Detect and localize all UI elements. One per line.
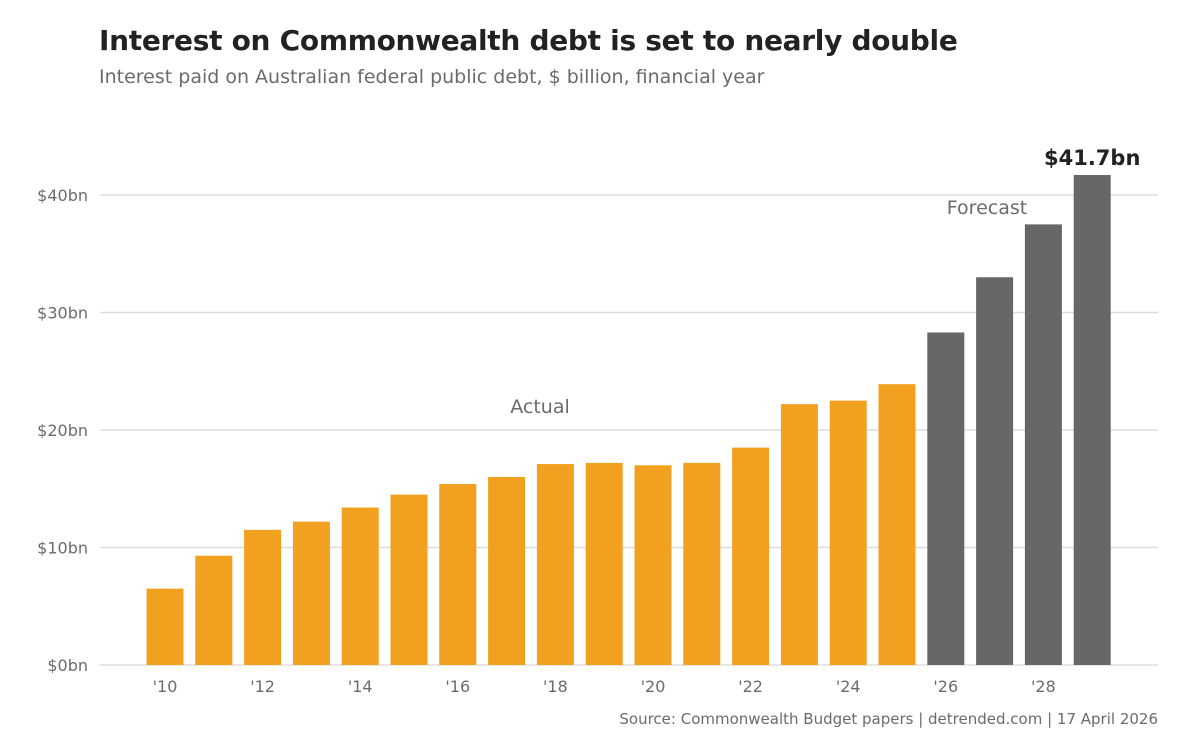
annotation-forecast: Forecast [947, 197, 1027, 219]
bar-fy21 [683, 462, 721, 665]
chart-subtitle: Interest paid on Australian federal publ… [99, 66, 765, 88]
bar-fy25 [878, 384, 916, 665]
chart-title: Interest on Commonwealth debt is set to … [99, 24, 958, 57]
y-tick-label: $30bn [37, 304, 88, 323]
bar-fy28 [1024, 224, 1062, 665]
y-tick-label: $20bn [37, 421, 88, 440]
y-tick-label: $0bn [47, 656, 88, 675]
x-tick-label: '24 [836, 677, 861, 696]
bar-fy18 [536, 464, 574, 665]
x-tick-label: '28 [1031, 677, 1056, 696]
source-note: Source: Commonwealth Budget papers | det… [619, 710, 1158, 728]
bar-fy12 [244, 529, 282, 665]
last-value-label: $41.7bn [1044, 146, 1140, 170]
bar-fy16 [439, 484, 477, 665]
bar-fy19 [585, 462, 623, 665]
bar-fy10 [146, 588, 184, 665]
bar-fy29 [1073, 175, 1111, 665]
bar-fy24 [829, 400, 867, 665]
bar-fy13 [292, 521, 330, 665]
x-tick-label: '20 [641, 677, 666, 696]
y-tick-label: $10bn [37, 539, 88, 558]
bar-fy22 [732, 447, 770, 665]
x-tick-label: '10 [153, 677, 178, 696]
x-tick-label: '16 [445, 677, 470, 696]
bar-fy27 [976, 277, 1014, 665]
x-tick-label: '12 [250, 677, 275, 696]
x-tick-label: '18 [543, 677, 568, 696]
bar-fy20 [634, 465, 672, 665]
bar-fy11 [195, 555, 233, 665]
bar-fy14 [341, 507, 379, 665]
annotation-actual: Actual [510, 396, 570, 418]
x-tick-label: '22 [738, 677, 763, 696]
x-tick-label: '14 [348, 677, 373, 696]
x-tick-label: '26 [933, 677, 958, 696]
bar-fy23 [780, 404, 818, 665]
bar-fy17 [488, 477, 526, 665]
y-tick-label: $40bn [37, 186, 88, 205]
bar-fy26 [927, 332, 965, 665]
bar-fy15 [390, 494, 428, 665]
